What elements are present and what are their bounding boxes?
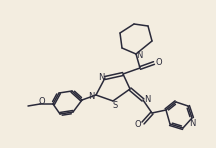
Text: O: O (135, 119, 141, 128)
Text: N: N (88, 91, 94, 100)
Text: N: N (144, 95, 150, 103)
Text: O: O (39, 96, 45, 106)
Text: O: O (156, 58, 162, 66)
Text: N: N (189, 119, 195, 127)
Text: S: S (112, 100, 118, 110)
Text: N: N (136, 50, 142, 59)
Text: N: N (98, 73, 104, 82)
